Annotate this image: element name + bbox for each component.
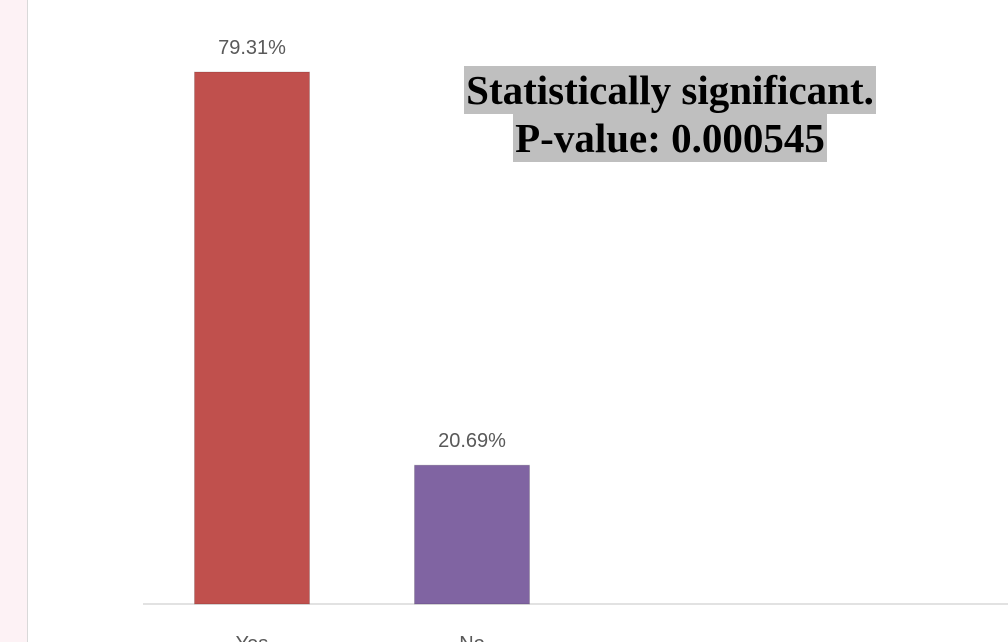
labels-group: 79.31% Yes 20.69% No (218, 37, 506, 642)
significance-annotation: Statistically significant. P-value: 0.00… (431, 66, 909, 162)
annotation-line-significance: Statistically significant. (464, 66, 876, 114)
data-label-yes: 79.31% (218, 37, 286, 59)
left-panel-strip (0, 0, 28, 642)
data-label-no: 20.69% (438, 430, 506, 452)
category-label-no: No (459, 633, 485, 642)
bars-group (194, 71, 530, 605)
annotation-line-p-value: P-value: 0.000545 (513, 114, 827, 162)
category-label-yes: Yes (236, 633, 269, 642)
bar-yes (194, 71, 310, 605)
bar-no (414, 464, 530, 605)
